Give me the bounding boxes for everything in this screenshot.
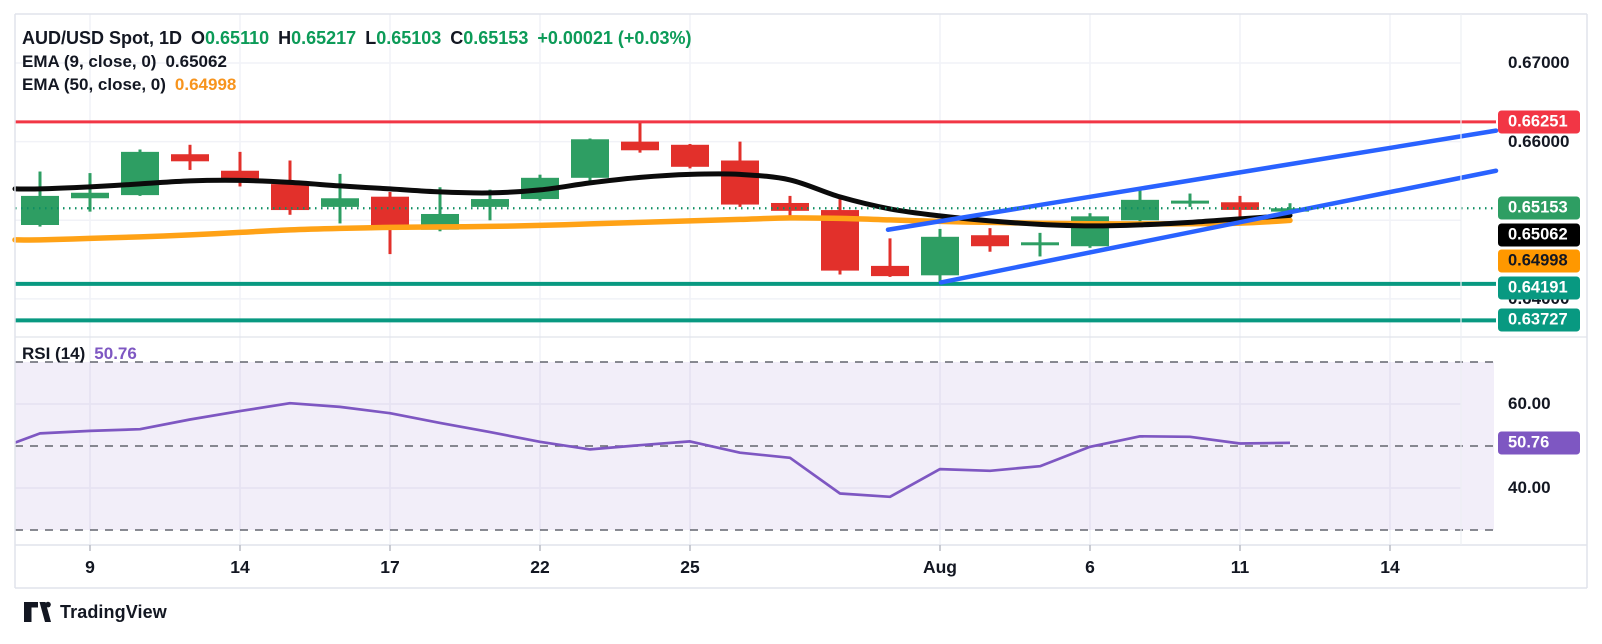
levels-layer [15,120,1496,323]
rsi-layer [14,361,1493,531]
ohlc-high: H0.65217 [278,28,357,48]
time-axis-label: 17 [380,557,400,577]
ohlc-open: O0.65110 [191,28,270,48]
time-axis-label: 25 [680,557,700,577]
tradingview-brand[interactable]: TradingView [24,600,167,624]
legend-symbol-row[interactable]: AUD/USD Spot, 1D O0.65110 H0.65217 L0.65… [22,28,691,52]
time-axis-label: 14 [1380,557,1400,577]
candles-layer [21,121,1309,284]
rsi-label: RSI (14) [22,344,86,363]
tradingview-logo-text: TradingView [60,601,167,622]
rsi-legend[interactable]: RSI (14) 50.76 [22,344,137,364]
ema9-line [12,171,1293,229]
rsi-line [14,401,1291,499]
gridlines [15,14,1461,545]
legend: AUD/USD Spot, 1D O0.65110 H0.65217 L0.65… [22,28,691,98]
change-value: +0.00021 (+0.03%) [537,28,692,48]
rsi-value-badge: 50.76 [1498,431,1580,455]
rsi-axis-label: 60.00 [1508,394,1551,413]
trendlines-layer [885,128,1499,285]
time-axis-label: 11 [1230,557,1250,577]
tradingview-logo-icon [24,601,51,622]
ohlc-low: L0.65103 [365,28,442,48]
ema9-label: EMA (9, close, 0) [22,52,157,71]
legend-ema9-row[interactable]: EMA (9, close, 0) 0.65062 [22,52,691,75]
ema9-badge: 0.65062 [1498,223,1580,247]
ema50-label: EMA (50, close, 0) [22,75,166,94]
ema50-badge: 0.64998 [1498,249,1580,273]
ema9-layer [12,171,1293,229]
borders [14,13,1588,589]
time-axis-label: 22 [530,557,550,577]
time-axis-label: Aug [922,557,958,577]
rsi-axis-label: 40.00 [1508,478,1551,497]
support-level-badge: 0.64191 [1498,276,1580,300]
symbol-title: AUD/USD Spot, 1D [22,28,183,48]
price-axis-label: 0.67000 [1508,53,1570,72]
time-axis-label: 6 [1085,557,1095,577]
ema50-value: 0.64998 [174,75,237,94]
resistance-level-badge: 0.66251 [1498,110,1580,134]
price-axis-label: 0.66000 [1508,131,1570,151]
ohlc-close: C0.65153 [450,28,529,48]
time-axis-label: 9 [85,557,95,577]
legend-ema50-row[interactable]: EMA (50, close, 0) 0.64998 [22,75,691,98]
time-axis-label: 14 [230,557,250,577]
support-level-badge: 0.63727 [1498,308,1580,332]
ema9-value: 0.65062 [165,52,227,71]
last-price-badge: 0.65153 [1498,196,1580,220]
rsi-value: 50.76 [94,344,137,363]
